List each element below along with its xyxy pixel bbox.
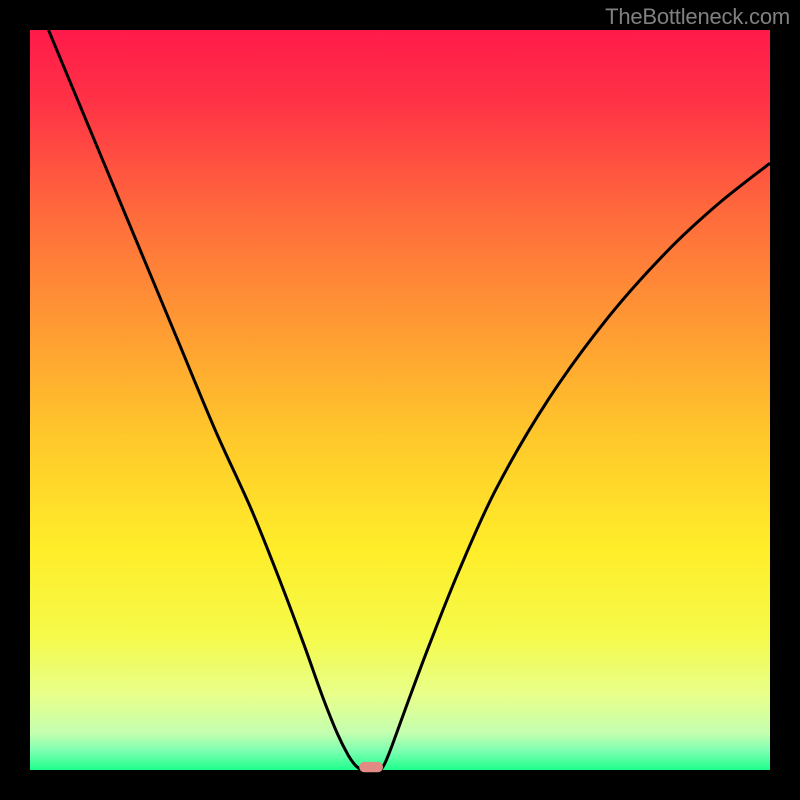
optimal-marker bbox=[359, 762, 383, 772]
plot-background bbox=[30, 30, 770, 770]
bottleneck-chart bbox=[0, 0, 800, 800]
watermark-text: TheBottleneck.com bbox=[605, 4, 790, 30]
